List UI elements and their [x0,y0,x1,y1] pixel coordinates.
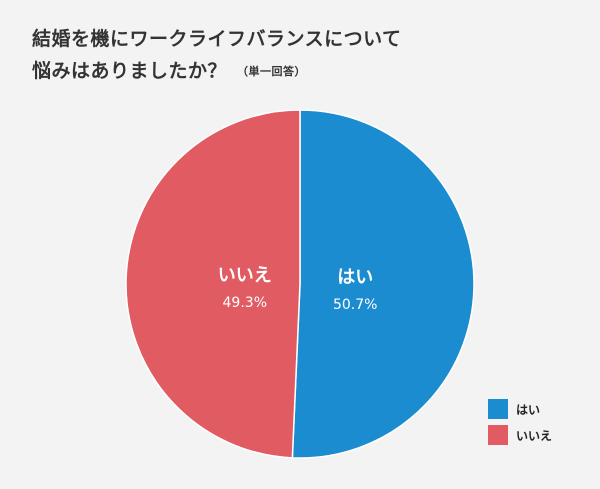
pie-slices [125,109,475,459]
chart-title-note: （単一回答） [237,65,307,78]
chart-title-line2-text: 悩みはありましたか？ [32,60,228,82]
legend-item-yes: はい [488,399,552,419]
pie-labels: はい 50.7% いいえ 49.3% [218,265,378,313]
chart-title: 結婚を機にワークライフバランスについて 悩みはありましたか？ （単一回答） [32,26,402,85]
chart-title-line2: 悩みはありましたか？ （単一回答） [32,58,402,85]
legend: はい いいえ [488,399,552,451]
pie-label-yes: はい [337,267,373,288]
legend-label-no: いいえ [516,428,553,443]
pie-slice-yes [291,109,475,459]
legend-swatch-yes [488,399,508,419]
pie-label-no: いいえ [218,265,272,286]
legend-swatch-no [488,425,508,445]
pie-slice-no [125,109,301,459]
pie-value-no: 49.3% [223,295,267,311]
pie-value-yes: 50.7% [333,297,377,313]
legend-item-no: いいえ [488,425,552,445]
chart-title-line1: 結婚を機にワークライフバランスについて [32,28,402,50]
legend-label-yes: はい [516,402,541,417]
